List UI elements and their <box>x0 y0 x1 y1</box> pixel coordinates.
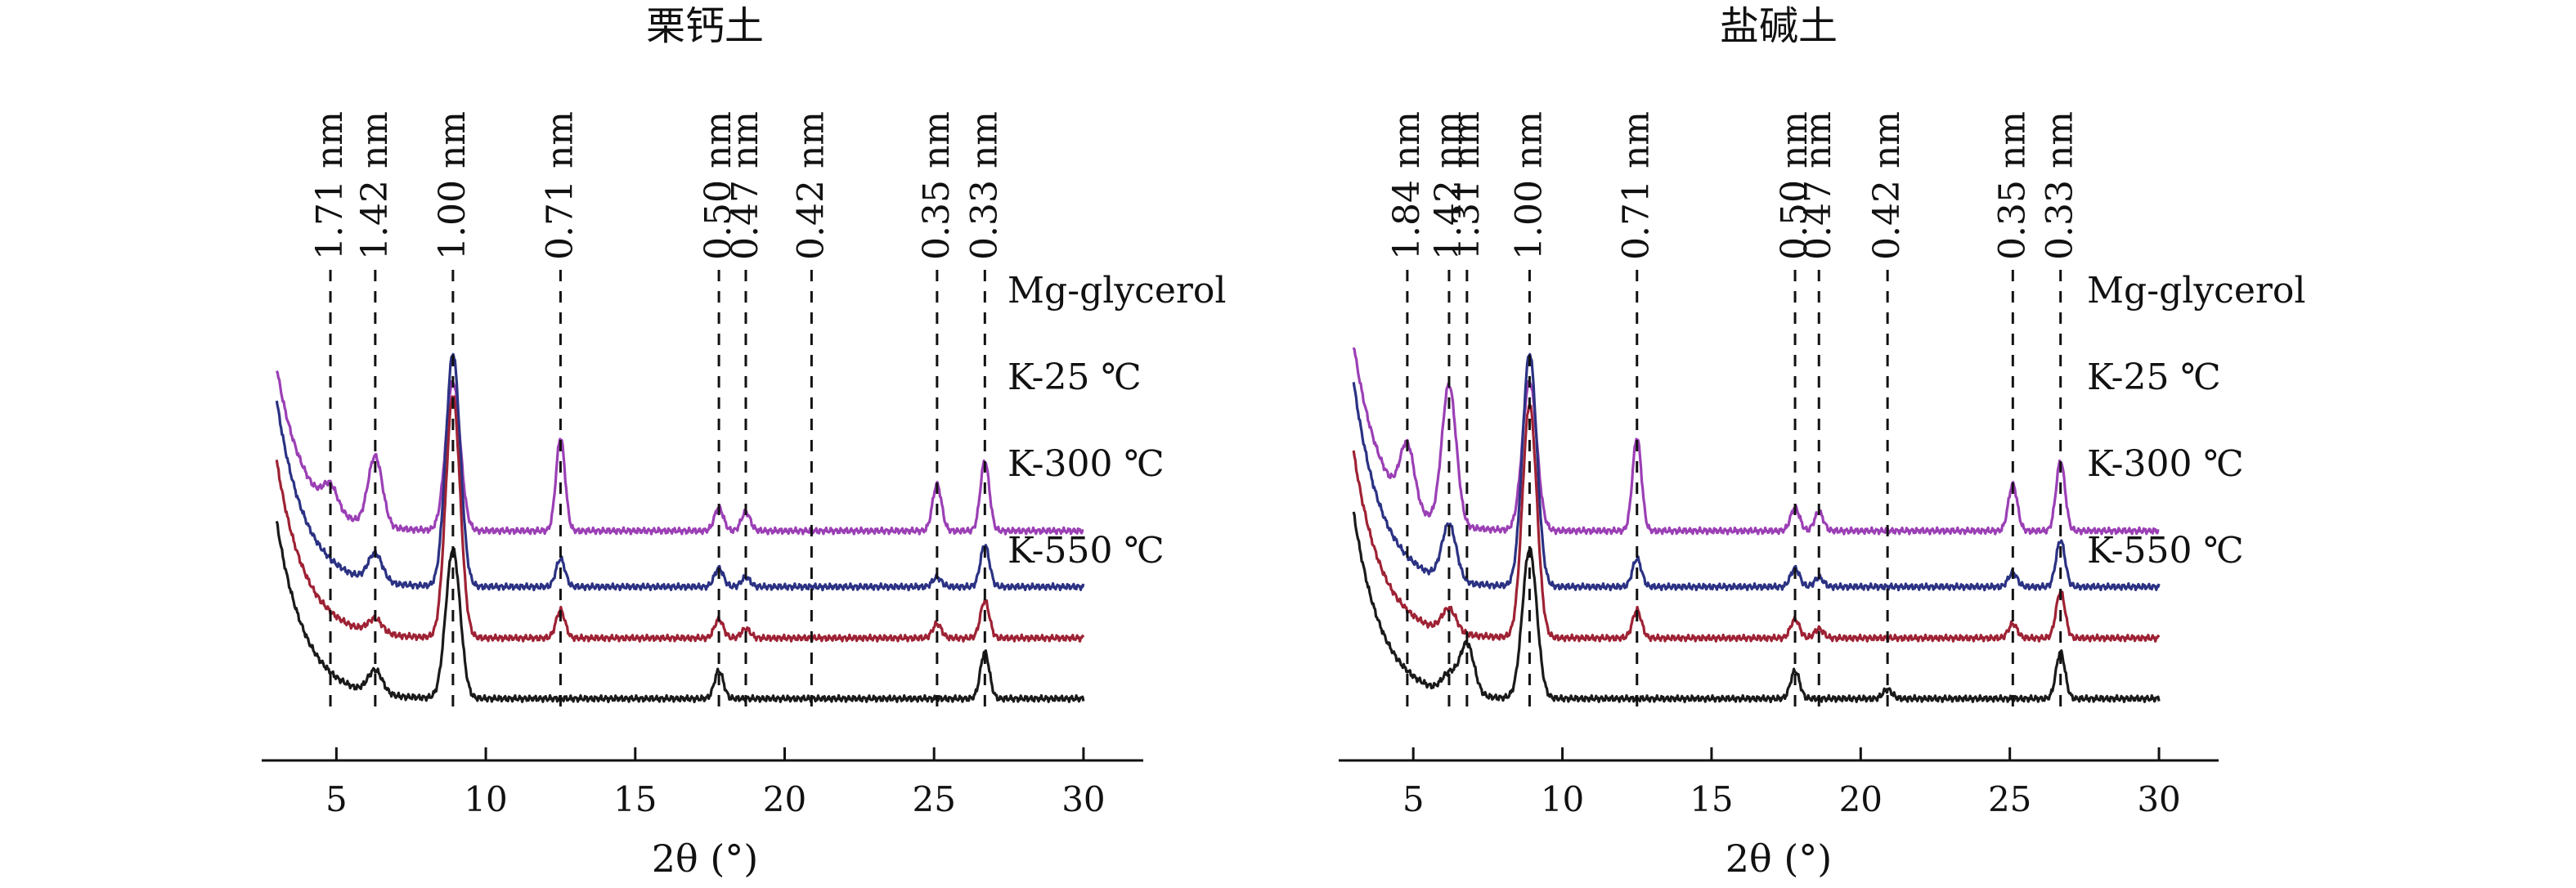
panel-title: 盐碱土 <box>1720 3 1838 49</box>
x-tick-label: 15 <box>613 779 657 819</box>
x-tick-label: 15 <box>1690 779 1733 819</box>
series-label: K-300 ℃ <box>2087 443 2244 485</box>
d-spacing-label: 0.33 nm <box>963 111 1005 260</box>
x-tick-label: 5 <box>325 779 348 819</box>
panel-saline-alkali-soil: 盐碱土 2θ (°) 5 10 15 20 25 30 Mg-glycerol K-25 ℃ K… <box>1339 3 2305 881</box>
d-spacing-label: 1.42 nm <box>1428 111 1470 260</box>
series-label: Mg-glycerol <box>2087 270 2305 312</box>
d-spacing-label: 1.31 nm <box>1446 111 1488 260</box>
d-spacing-label: 0.42 nm <box>790 111 832 260</box>
x-tick-label: 5 <box>1402 779 1425 819</box>
series-line <box>1352 511 2161 703</box>
x-tick-label: 30 <box>2137 779 2180 819</box>
x-tick-label: 20 <box>763 779 806 819</box>
d-spacing-label: 0.47 nm <box>725 111 766 260</box>
d-spacing-label: 0.71 nm <box>539 111 581 260</box>
d-spacing-label: 0.50 nm <box>1774 111 1815 260</box>
series-label: K-550 ℃ <box>1008 530 1165 572</box>
d-spacing-label: 0.35 nm <box>916 111 958 260</box>
x-tick-label: 20 <box>1839 779 1883 819</box>
series-label: K-25 ℃ <box>2087 357 2221 398</box>
series-label: K-25 ℃ <box>1008 357 1142 398</box>
series-line <box>1352 352 2161 592</box>
series-label: K-300 ℃ <box>1008 443 1165 485</box>
series-label: K-550 ℃ <box>2087 530 2244 572</box>
series-line <box>275 352 1085 592</box>
x-tick-label: 25 <box>1988 779 2031 819</box>
x-tick-label: 30 <box>1061 779 1105 819</box>
series-line <box>1352 404 2161 643</box>
panel-chestnut-soil: 栗钙土 2θ (°) 5 10 15 20 25 30 Mg-glycerol K-25 ℃ K… <box>262 3 1226 881</box>
series-line <box>275 520 1085 703</box>
d-spacing-label: 0.47 nm <box>1797 111 1839 260</box>
series-line <box>1352 347 2160 536</box>
panel-title: 栗钙土 <box>646 3 764 49</box>
x-tick-label: 10 <box>1541 779 1584 819</box>
d-spacing-label: 0.35 nm <box>1991 111 2033 260</box>
d-spacing-label: 1.42 nm <box>354 111 396 260</box>
d-spacing-label: 1.00 nm <box>432 111 473 260</box>
x-tick-label: 10 <box>464 779 507 819</box>
x-axis-label: 2θ (°) <box>1726 836 1832 881</box>
series-line <box>275 395 1085 643</box>
d-spacing-label: 1.71 nm <box>309 111 351 260</box>
series-line <box>275 370 1084 536</box>
d-spacing-label: 1.00 nm <box>1508 111 1550 260</box>
d-spacing-label: 0.50 nm <box>698 111 739 260</box>
d-spacing-label: 0.33 nm <box>2040 111 2081 260</box>
x-tick-label: 25 <box>912 779 955 819</box>
d-spacing-label: 1.84 nm <box>1386 111 1428 260</box>
d-spacing-label: 0.71 nm <box>1616 111 1658 260</box>
series-label: Mg-glycerol <box>1008 270 1226 312</box>
x-axis-label: 2θ (°) <box>652 836 758 881</box>
d-spacing-label: 0.42 nm <box>1866 111 1908 260</box>
